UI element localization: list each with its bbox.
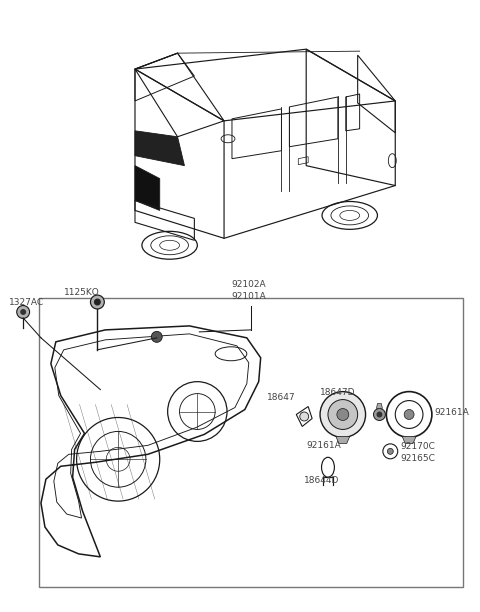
Circle shape <box>20 309 26 315</box>
Text: 92102A: 92102A <box>231 280 265 289</box>
Polygon shape <box>402 436 416 443</box>
Text: 18644D: 18644D <box>304 476 339 485</box>
Text: 18647: 18647 <box>266 393 295 401</box>
Text: 92161A: 92161A <box>306 441 341 450</box>
Circle shape <box>90 295 104 309</box>
Circle shape <box>404 409 414 419</box>
Circle shape <box>387 449 393 454</box>
Polygon shape <box>336 436 350 443</box>
Circle shape <box>373 409 385 420</box>
Text: 92170C: 92170C <box>400 442 435 452</box>
Circle shape <box>94 299 101 305</box>
Text: 92101A: 92101A <box>231 292 266 301</box>
Circle shape <box>328 400 358 430</box>
Circle shape <box>17 305 30 318</box>
Polygon shape <box>135 131 184 166</box>
Circle shape <box>320 392 366 438</box>
Text: 92165C: 92165C <box>400 454 435 463</box>
Polygon shape <box>376 403 383 409</box>
Bar <box>39 298 463 587</box>
Circle shape <box>337 409 349 420</box>
Polygon shape <box>135 166 160 211</box>
Text: 92161A: 92161A <box>435 408 469 417</box>
Text: 1125KQ: 1125KQ <box>64 288 99 297</box>
Text: 1327AC: 1327AC <box>9 298 45 307</box>
Circle shape <box>151 331 162 342</box>
Circle shape <box>300 412 309 421</box>
Text: 18647D: 18647D <box>320 387 356 397</box>
Circle shape <box>376 411 383 417</box>
